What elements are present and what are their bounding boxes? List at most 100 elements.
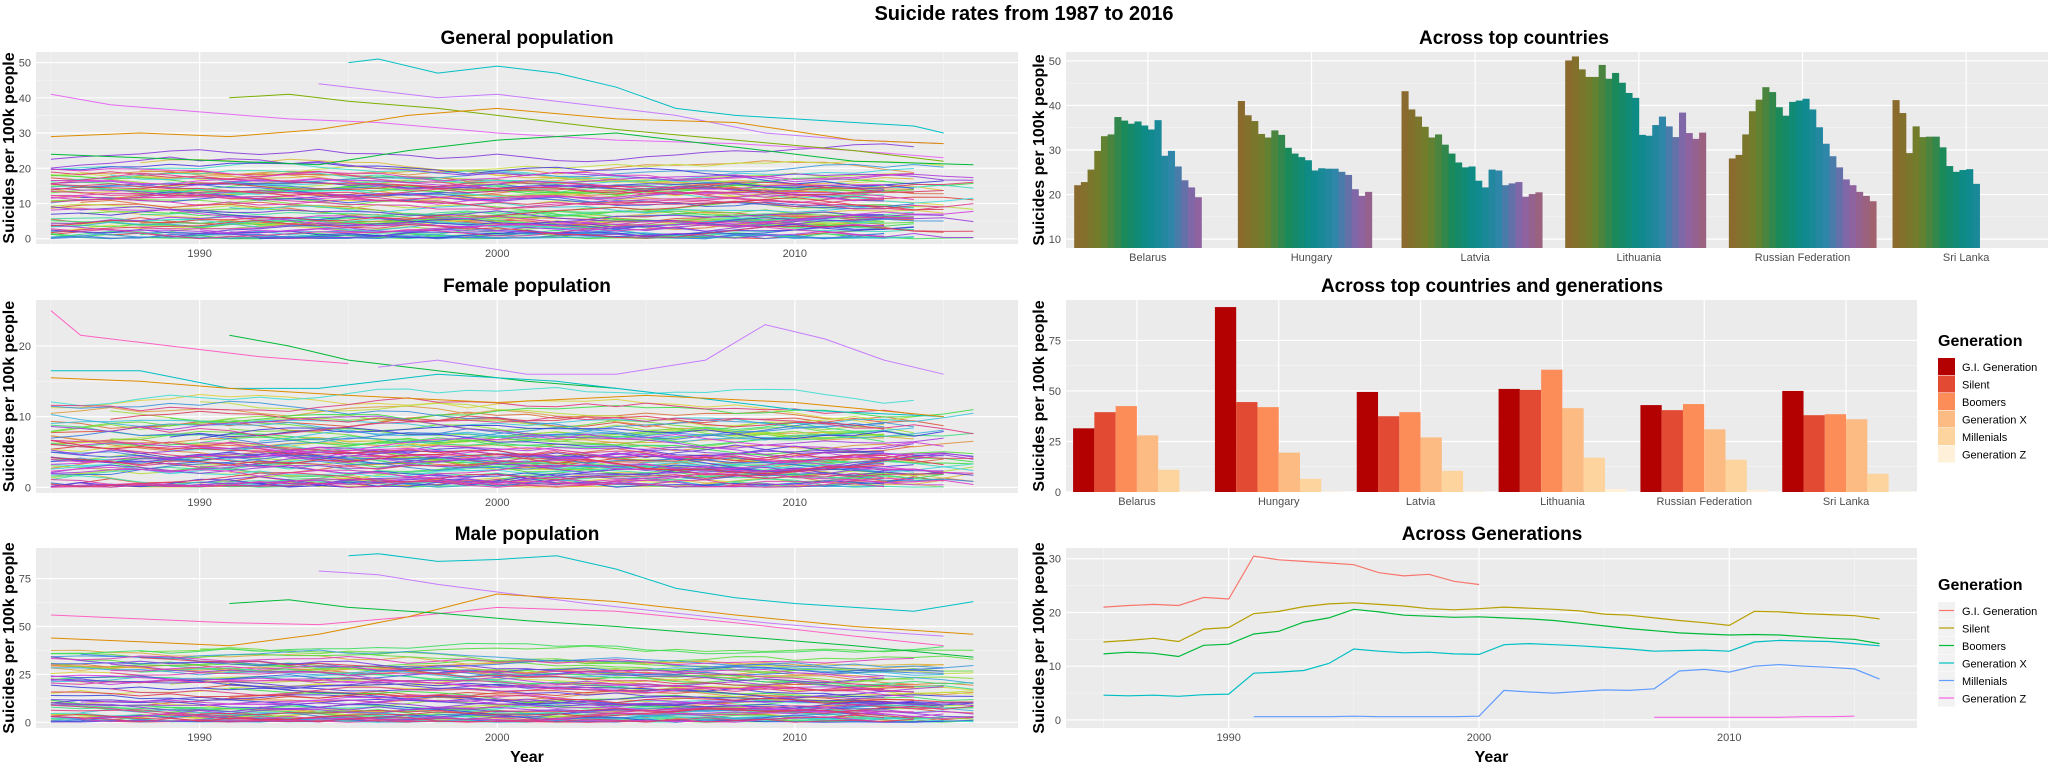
general-country-line	[50, 181, 944, 197]
male-country-line	[199, 705, 974, 716]
countries_generations-x-tick-label: Latvia	[1406, 496, 1436, 508]
countries-bar	[1782, 115, 1790, 248]
male-country-line	[169, 665, 974, 687]
countries_generations-panel-background	[1066, 300, 1917, 492]
countries-x-tick-label: Belarus	[1129, 252, 1167, 264]
male-y-tick-label: 0	[25, 717, 31, 729]
male-x-tick-label: 1990	[187, 732, 211, 744]
countries_generations-legend-title: Generation	[1938, 333, 2022, 350]
general-country-line	[318, 83, 944, 145]
countries-bar	[1298, 157, 1306, 248]
generations-legend-title: Generation	[1938, 577, 2022, 594]
female-country-line	[50, 477, 885, 488]
countries_generations-bar	[1640, 405, 1662, 492]
countries_generations-bar	[1661, 410, 1683, 492]
general-x-tick-label: 2010	[783, 248, 807, 260]
generations-title: Across Generations	[1402, 524, 1583, 545]
countries-bar	[1972, 183, 1980, 248]
female-country-line	[50, 444, 944, 480]
general-country-line	[50, 192, 885, 205]
male-country-line	[229, 683, 974, 706]
countries_generations-bar	[1300, 478, 1322, 492]
male-y-tick-label: 75	[19, 574, 31, 586]
generations-series-line	[1103, 608, 1880, 658]
countries_generations-x-tick-label: Belarus	[1118, 496, 1156, 508]
countries_generations-bar	[1704, 429, 1726, 492]
generations-legend-label: Boomers	[1962, 641, 2007, 653]
countries_generations-x-tick-label: Russian Federation	[1657, 496, 1752, 508]
general-country-line	[50, 171, 974, 196]
male-country-line	[80, 698, 944, 718]
countries-bar	[1869, 201, 1877, 248]
countries_generations-bar	[1803, 415, 1825, 492]
generations-y-tick-label: 30	[1049, 554, 1061, 566]
male-country-line	[50, 645, 974, 660]
general-country-line	[229, 201, 914, 214]
countries-bar	[1338, 171, 1346, 248]
general-y-tick-label: 20	[19, 163, 31, 175]
countries_generations-y-axis-label: Suicides per 100k people	[1031, 300, 1048, 491]
countries_generations-x-tick-label: Lithuania	[1540, 496, 1586, 508]
countries-bar	[1488, 169, 1496, 248]
generations-x-tick-label: 2000	[1467, 732, 1491, 744]
countries_generations-bar	[1463, 491, 1485, 492]
general-country-line	[50, 193, 914, 207]
general-series-group	[50, 58, 974, 240]
countries-bar	[1952, 171, 1960, 248]
countries-bar	[1414, 116, 1423, 248]
countries_generations-bar	[1378, 416, 1400, 492]
countries-bar	[1699, 132, 1707, 248]
male-country-line	[50, 666, 944, 683]
countries-bar	[1094, 150, 1102, 248]
countries-bar	[1441, 144, 1449, 248]
countries-bar	[1932, 136, 1940, 248]
countries_generations-bar	[1236, 402, 1258, 492]
general-country-line	[50, 132, 974, 166]
male-y-axis-label: Suicides per 100k people	[1, 542, 18, 733]
countries_generations-bar	[1179, 491, 1201, 492]
countries_generations-bar	[1257, 407, 1279, 492]
countries-bar	[1428, 137, 1436, 248]
female-country-line	[50, 439, 914, 462]
male-country-line	[50, 667, 944, 683]
countries-bar	[1829, 156, 1837, 248]
countries-bar	[1775, 107, 1783, 249]
countries-bar	[1899, 113, 1907, 248]
countries-x-tick-label: Russian Federation	[1755, 252, 1850, 264]
female-country-line	[50, 310, 349, 365]
male-x-tick-label: 2000	[485, 732, 509, 744]
female-country-line	[50, 466, 974, 486]
general-y-axis-label: Suicides per 100k people	[1, 52, 18, 243]
male-y-tick-label: 25	[19, 669, 31, 681]
countries-x-tick-label: Hungary	[1291, 252, 1333, 264]
countries-bar	[1468, 166, 1476, 248]
countries-bar	[1244, 115, 1252, 248]
general-country-line	[50, 215, 914, 240]
female-country-line	[199, 401, 914, 427]
countries_generations-y-tick-label: 75	[1049, 335, 1061, 347]
female-country-line	[50, 393, 885, 426]
countries-bar	[1481, 187, 1489, 248]
countries_generations-legend-label: Millenials	[1962, 432, 2008, 444]
countries-bar	[1565, 60, 1573, 248]
countries_generations-legend-key	[1938, 445, 1955, 463]
female-country-line	[50, 459, 974, 478]
countries-bar	[1835, 167, 1844, 248]
general-country-line	[229, 223, 914, 239]
countries-bar	[1501, 185, 1510, 248]
countries-bar	[1762, 87, 1770, 248]
generations-panel-background	[1066, 548, 1917, 728]
generations-legend-label: G.I. Generation	[1962, 606, 2037, 618]
countries-bar	[1912, 126, 1920, 248]
male-country-line	[50, 691, 974, 704]
male-x-tick-label: 2010	[783, 732, 807, 744]
countries_generations-bar	[1782, 390, 1804, 492]
male-country-line	[50, 675, 914, 710]
general-country-line	[348, 58, 944, 134]
male-country-line	[140, 657, 914, 692]
countries_generations-bar	[1498, 388, 1520, 492]
countries_generations-y-tick-label: 25	[1049, 436, 1061, 448]
male-country-line	[140, 647, 974, 673]
countries_generations-bar	[1094, 412, 1116, 492]
